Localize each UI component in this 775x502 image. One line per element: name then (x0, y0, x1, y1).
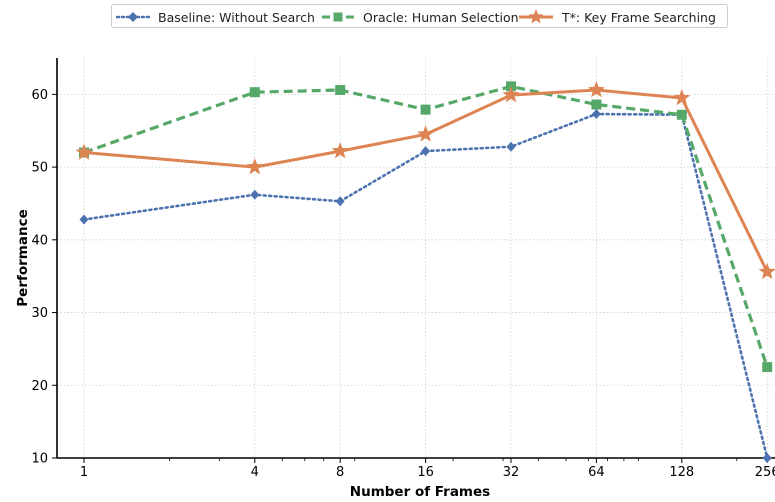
data-point (758, 262, 775, 280)
data-point (331, 142, 349, 159)
legend-item-tstar: T*: Key Frame Searching (518, 5, 716, 29)
series-line-1 (83, 84, 769, 368)
x-tick-label: 1 (80, 465, 88, 480)
x-tick-label: 4 (251, 465, 259, 480)
legend-item-oracle: Oracle: Human Selection (321, 5, 519, 29)
data-point (502, 86, 520, 103)
legend-label-tstar: T*: Key Frame Searching (562, 9, 716, 25)
data-point (673, 89, 691, 106)
y-tick-label: 20 (31, 379, 48, 394)
data-point (335, 85, 346, 95)
x-tick-label: 128 (669, 465, 694, 480)
legend: Baseline: Without Search Oracle: Human S… (111, 4, 728, 28)
x-tick-label: 8 (336, 465, 344, 480)
x-tick-label: 64 (588, 465, 605, 480)
x-tick-label: 256 (755, 465, 775, 480)
data-point (250, 189, 260, 200)
data-point (762, 453, 772, 463)
data-point (335, 196, 345, 207)
data-point (421, 146, 431, 157)
legend-label-oracle: Oracle: Human Selection (363, 9, 519, 25)
legend-item-baseline: Baseline: Without Search (116, 5, 315, 29)
data-point (417, 125, 435, 142)
data-point (587, 81, 605, 98)
y-tick-label: 60 (31, 88, 48, 103)
data-point (506, 141, 516, 152)
data-point (75, 143, 93, 160)
data-point (676, 109, 687, 120)
data-point (591, 99, 602, 110)
data-point (79, 214, 89, 225)
x-tick-label: 32 (503, 465, 520, 480)
legend-tstar-marker-icon (519, 9, 553, 24)
legend-oracle-marker-icon (322, 12, 354, 22)
y-tick-label: 40 (31, 233, 48, 248)
data-point (762, 362, 773, 373)
series-line-2 (83, 88, 769, 273)
legend-label-baseline: Baseline: Without Search (158, 9, 315, 25)
y-tick-label: 10 (31, 452, 48, 467)
x-axis-label: Number of Frames (349, 484, 491, 500)
data-point (420, 104, 431, 115)
y-tick-label: 30 (31, 306, 48, 321)
series-line-0 (82, 112, 769, 460)
data-point (591, 109, 601, 119)
data-point (249, 87, 260, 98)
y-tick-label: 50 (31, 161, 48, 176)
legend-baseline-marker-icon (116, 12, 150, 22)
x-tick-label: 16 (417, 465, 434, 480)
data-point (246, 158, 264, 175)
y-axis-label: Performance (15, 209, 31, 307)
